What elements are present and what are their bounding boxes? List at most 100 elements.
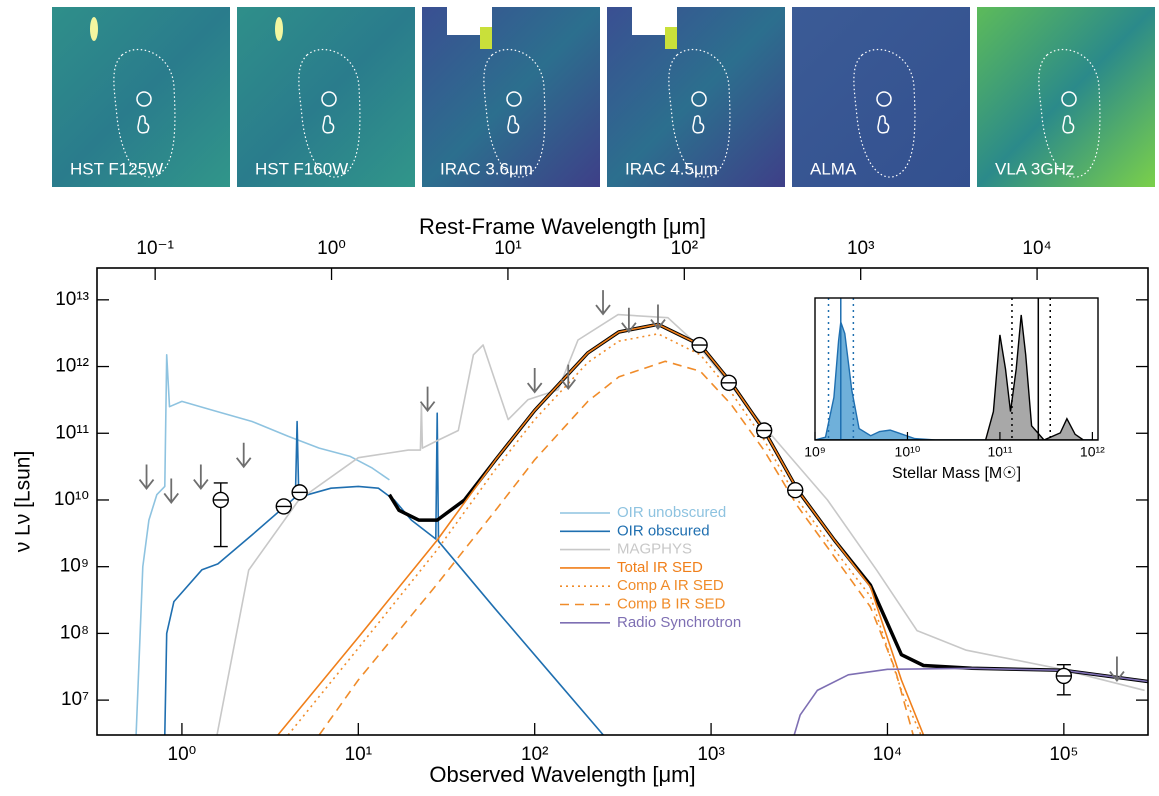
x-tick-label: 10⁰ (168, 744, 197, 765)
x2-tick-label: 10¹ (494, 238, 521, 259)
upper-limit-arrow (526, 368, 543, 394)
x2-axis-label: Rest-Frame Wavelength [μm] (419, 214, 706, 239)
y-tick-label: 10⁸ (60, 622, 89, 643)
panel-label: HST F160W (255, 159, 348, 178)
contour (853, 48, 916, 178)
sed-curve (164, 412, 604, 735)
upper-limit-arrow (595, 290, 611, 316)
contour (1062, 115, 1075, 134)
x-axis-label: Observed Wavelength [μm] (429, 762, 695, 787)
sed-curve (793, 667, 1148, 735)
image-panel: HST F160W (237, 7, 415, 187)
contour (877, 115, 890, 134)
legend-label: OIR unobscured (617, 504, 726, 521)
legend-label: OIR obscured (617, 522, 710, 539)
upper-limit (193, 464, 209, 490)
contour (668, 48, 731, 178)
panel-label: ALMA (810, 159, 857, 178)
contour (113, 48, 176, 178)
upper-limit (1109, 656, 1125, 683)
upper-limit-arrow (138, 464, 155, 490)
x2-tick-label: 10³ (847, 238, 874, 259)
y-tick-label: 10¹⁰ (54, 489, 89, 510)
inset-x-tick-label: 10¹¹ (987, 444, 1012, 460)
bright-source (90, 17, 98, 41)
contour (506, 91, 522, 107)
y-axis-label: ν Lν [Lsun] (12, 451, 35, 553)
legend-label: MAGPHYS (617, 541, 692, 558)
x2-tick-label: 10⁰ (317, 238, 346, 259)
upper-limit-arrow (1109, 656, 1125, 683)
image-panel: IRAC 3.6μm (422, 7, 600, 187)
contour (876, 91, 892, 107)
x-tick-label: 10² (521, 744, 548, 765)
y-tick-label: 10⁷ (61, 689, 89, 710)
legend-label: Comp B IR SED (617, 595, 726, 612)
upper-limit-arrow (419, 386, 436, 413)
upper-limit (163, 478, 179, 504)
density-area (815, 321, 1093, 440)
panel-image (607, 7, 785, 187)
upper-limit-arrow (650, 304, 666, 331)
contour (136, 91, 152, 107)
panel-image (237, 7, 415, 187)
image-panels: HST F125W HST F160W IRAC 3.6μm IRAC 4.5μm AL… (52, 7, 1155, 187)
sed-plot: 10⁰ 10¹ 10² 10³ 10⁴ 10⁵ 10⁻¹ 10⁰ 10¹ 10² 10³ 10⁴ 10⁷… (12, 214, 1149, 787)
inset-plot-area (815, 298, 1098, 440)
upper-limit (595, 290, 611, 316)
inset-plot: 10⁹ 10¹⁰ 10¹¹ 10¹² Stellar Mass [M☉] (804, 297, 1105, 482)
contour (1038, 48, 1101, 178)
contour (692, 115, 705, 134)
inset-x-tick-label: 10⁹ (804, 444, 826, 460)
y-tick-label: 10¹³ (55, 289, 89, 310)
x-tick-label: 10⁴ (873, 744, 902, 765)
panel-label: VLA 3GHz (995, 159, 1074, 178)
inset-frame (814, 297, 1099, 441)
upper-limit (419, 386, 436, 413)
upper-limit (526, 368, 543, 394)
contour (507, 115, 520, 134)
inset-x-tick-label: 10¹² (1080, 444, 1105, 460)
y-tick-label: 10¹² (55, 356, 89, 377)
upper-limit (650, 304, 666, 331)
x2-tick-label: 10² (671, 238, 698, 259)
image-panel: IRAC 4.5μm (607, 7, 785, 187)
contour (137, 115, 150, 134)
density-area (815, 314, 1098, 440)
x2-tick-label: 10⁻¹ (136, 238, 174, 259)
upper-limit (138, 464, 155, 490)
upper-limit (621, 307, 637, 334)
bright-pixel (480, 27, 492, 49)
image-panel: HST F125W (52, 7, 230, 187)
x-tick-label: 10⁵ (1049, 744, 1078, 765)
y-tick-label: 10¹¹ (55, 422, 89, 443)
upper-limit-arrow (235, 442, 252, 469)
sed-curve (318, 360, 914, 735)
x-tick-label: 10¹ (345, 744, 372, 765)
panel-label: HST F125W (70, 159, 163, 178)
x-tick-label: 10³ (697, 744, 724, 765)
panel-label: IRAC 4.5μm (625, 159, 718, 178)
panel-image (422, 7, 600, 187)
sed-curve (277, 323, 925, 735)
upper-limit-arrow (163, 478, 179, 504)
sed-curve (216, 313, 1145, 735)
upper-limit-arrow (560, 364, 576, 391)
contour (483, 48, 546, 178)
image-panel: VLA 3GHz (977, 7, 1155, 187)
inset-x-tick-label: 10¹⁰ (895, 444, 921, 460)
contour (691, 91, 707, 107)
contour (321, 91, 337, 107)
contour (1061, 91, 1077, 107)
panel-image (792, 7, 970, 187)
sed-curve (135, 354, 390, 735)
inset-background (815, 298, 1098, 440)
upper-limit-arrow (193, 464, 209, 490)
upper-limit (235, 442, 252, 469)
inset-x-axis-label: Stellar Mass [M☉] (892, 465, 1021, 482)
bright-source (275, 17, 283, 41)
contour (322, 115, 335, 134)
plot-area (135, 290, 1148, 735)
